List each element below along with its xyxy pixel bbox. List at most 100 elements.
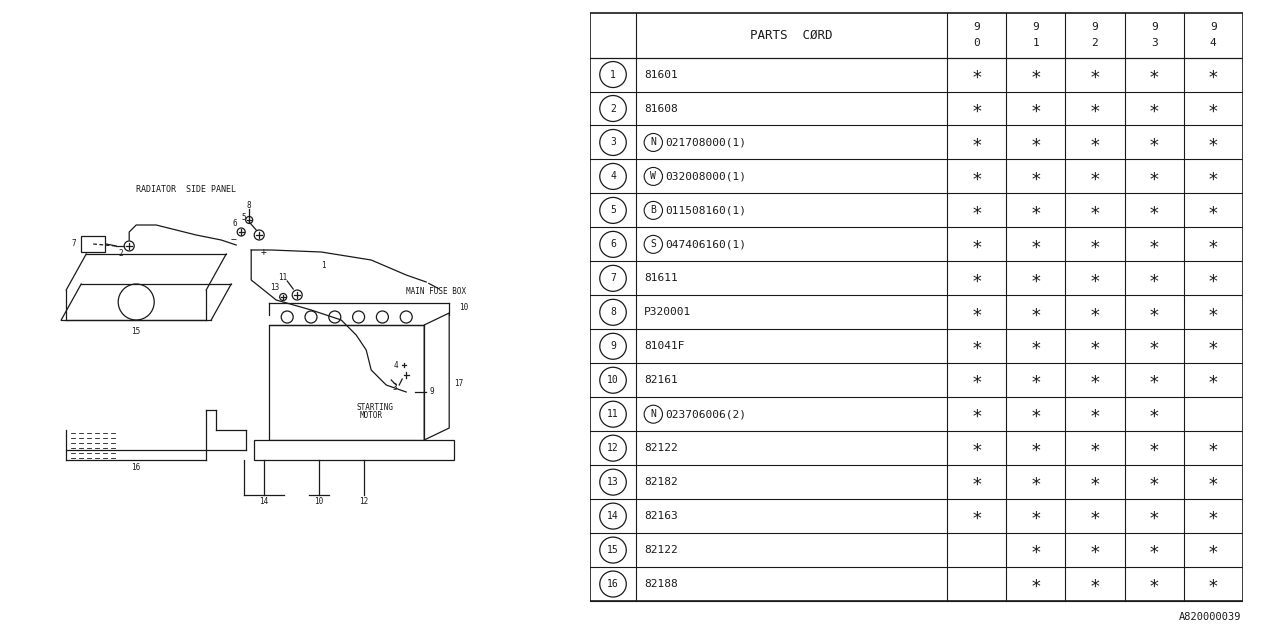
Text: MAIN FUSE BOX: MAIN FUSE BOX — [406, 287, 466, 296]
Text: P320001: P320001 — [644, 307, 691, 317]
Text: ∗: ∗ — [1148, 575, 1160, 593]
Text: ∗: ∗ — [1208, 303, 1219, 321]
Text: ∗: ∗ — [1030, 507, 1041, 525]
Text: 81601: 81601 — [644, 70, 678, 79]
Text: ∗: ∗ — [1148, 439, 1160, 457]
Text: 10: 10 — [460, 303, 468, 312]
Text: 4: 4 — [611, 172, 616, 181]
Text: ∗: ∗ — [1030, 371, 1041, 389]
Text: 11: 11 — [607, 409, 620, 419]
Text: 82161: 82161 — [644, 375, 678, 385]
Text: 81608: 81608 — [644, 104, 678, 113]
Text: ∗: ∗ — [972, 202, 982, 220]
Text: ∗: ∗ — [1089, 439, 1101, 457]
Text: ∗: ∗ — [1030, 202, 1041, 220]
Text: ∗: ∗ — [1030, 168, 1041, 186]
Text: ∗: ∗ — [1030, 303, 1041, 321]
Text: 9: 9 — [611, 341, 616, 351]
Text: 9: 9 — [1092, 22, 1098, 32]
Text: 5: 5 — [611, 205, 616, 216]
Text: ∗: ∗ — [1089, 303, 1101, 321]
Text: ∗: ∗ — [1030, 439, 1041, 457]
Text: ∗: ∗ — [1148, 65, 1160, 84]
Text: ∗: ∗ — [1148, 236, 1160, 253]
Text: ∗: ∗ — [1148, 473, 1160, 491]
Text: 10: 10 — [315, 497, 324, 506]
Text: 81611: 81611 — [644, 273, 678, 284]
Text: 021708000(1): 021708000(1) — [666, 138, 746, 147]
Text: 17: 17 — [454, 378, 463, 387]
Text: 12: 12 — [360, 497, 369, 506]
Text: ∗: ∗ — [1089, 473, 1101, 491]
Text: 14: 14 — [607, 511, 620, 521]
Text: ∗: ∗ — [1208, 575, 1219, 593]
Text: ∗: ∗ — [1089, 507, 1101, 525]
Text: ∗: ∗ — [1030, 405, 1041, 423]
Text: 3: 3 — [611, 138, 616, 147]
Text: ∗: ∗ — [1148, 303, 1160, 321]
Text: ∗: ∗ — [1148, 541, 1160, 559]
Text: ∗: ∗ — [1089, 99, 1101, 118]
Text: 13: 13 — [607, 477, 620, 487]
Text: ∗: ∗ — [1030, 236, 1041, 253]
Text: 032008000(1): 032008000(1) — [666, 172, 746, 181]
Text: ∗: ∗ — [1208, 473, 1219, 491]
Text: ∗: ∗ — [1030, 337, 1041, 355]
Text: 9: 9 — [1151, 22, 1157, 32]
Text: 82122: 82122 — [644, 545, 678, 555]
Text: 023706006(2): 023706006(2) — [666, 409, 746, 419]
Text: ∗: ∗ — [1089, 269, 1101, 287]
Text: ∗: ∗ — [972, 405, 982, 423]
Bar — [255, 440, 454, 460]
Text: 8: 8 — [247, 200, 251, 209]
Text: 9: 9 — [429, 387, 434, 397]
Text: ∗: ∗ — [1089, 337, 1101, 355]
Text: RADIATOR  SIDE PANEL: RADIATOR SIDE PANEL — [136, 186, 237, 195]
Text: N: N — [650, 138, 657, 147]
Text: ∗: ∗ — [1030, 541, 1041, 559]
Text: ∗: ∗ — [972, 99, 982, 118]
Text: ∗: ∗ — [1030, 99, 1041, 118]
Text: 8: 8 — [611, 307, 616, 317]
Text: 1: 1 — [611, 70, 616, 79]
Text: STARTING: STARTING — [356, 403, 393, 413]
Text: +: + — [260, 247, 266, 257]
Text: ∗: ∗ — [972, 303, 982, 321]
Text: A820000039: A820000039 — [1179, 612, 1240, 622]
Text: ∗: ∗ — [972, 168, 982, 186]
Text: ∗: ∗ — [1208, 541, 1219, 559]
Text: ∗: ∗ — [1208, 439, 1219, 457]
Text: ∗: ∗ — [1089, 405, 1101, 423]
Text: ∗: ∗ — [1148, 99, 1160, 118]
Text: 13: 13 — [270, 282, 280, 291]
Text: ∗: ∗ — [1208, 507, 1219, 525]
Text: ∗: ∗ — [1089, 541, 1101, 559]
Text: 4: 4 — [1210, 38, 1217, 48]
Text: 15: 15 — [607, 545, 620, 555]
Text: 3: 3 — [1151, 38, 1157, 48]
Text: PARTS  CØRD: PARTS CØRD — [750, 29, 833, 42]
Text: ∗: ∗ — [1030, 473, 1041, 491]
Text: ∗: ∗ — [1208, 168, 1219, 186]
Bar — [269, 325, 424, 440]
Text: 9: 9 — [1210, 22, 1217, 32]
Text: 7: 7 — [72, 239, 77, 248]
Text: 4: 4 — [393, 360, 398, 369]
Text: −: − — [230, 235, 236, 245]
Text: 7: 7 — [611, 273, 616, 284]
Text: ∗: ∗ — [1208, 337, 1219, 355]
Text: ∗: ∗ — [1148, 168, 1160, 186]
Text: 82182: 82182 — [644, 477, 678, 487]
Text: ∗: ∗ — [1208, 65, 1219, 84]
Text: 2: 2 — [1092, 38, 1098, 48]
Text: W: W — [650, 172, 657, 181]
Text: ∗: ∗ — [1089, 134, 1101, 152]
Text: ∗: ∗ — [1208, 269, 1219, 287]
Text: 16: 16 — [132, 463, 141, 472]
Text: 14: 14 — [260, 497, 269, 506]
Text: ∗: ∗ — [1148, 371, 1160, 389]
Text: 011508160(1): 011508160(1) — [666, 205, 746, 216]
Text: ∗: ∗ — [1030, 134, 1041, 152]
Text: 5: 5 — [242, 214, 246, 223]
Bar — [81, 236, 105, 252]
